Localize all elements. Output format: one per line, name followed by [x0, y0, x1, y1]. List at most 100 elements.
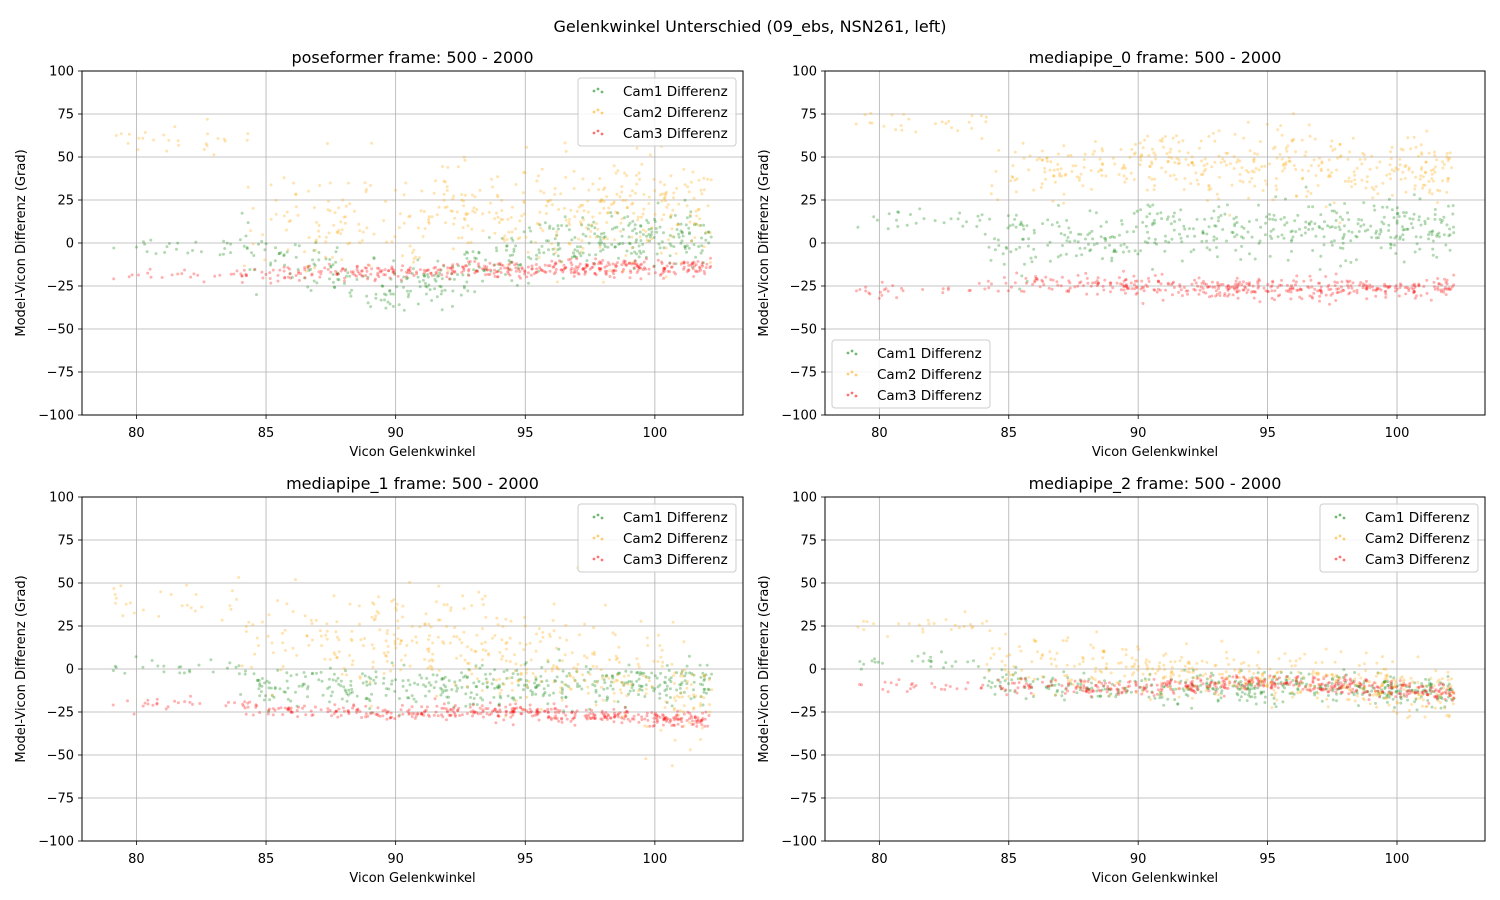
legend-marker-dot [600, 111, 604, 115]
data-point [650, 711, 654, 715]
data-point [1401, 148, 1405, 152]
data-point [676, 722, 680, 726]
data-point [493, 668, 497, 672]
data-point [1109, 692, 1113, 696]
data-point [1009, 250, 1013, 254]
data-point [402, 221, 406, 225]
data-point [480, 642, 484, 646]
data-point [947, 119, 951, 123]
data-point [501, 654, 505, 658]
data-point [1056, 255, 1060, 259]
data-point [453, 626, 457, 630]
data-point [478, 706, 482, 710]
data-point [1141, 688, 1145, 692]
data-point [647, 676, 651, 680]
data-point [1430, 177, 1434, 181]
data-point [242, 704, 246, 708]
data-point [552, 664, 556, 668]
data-point [1388, 285, 1391, 289]
data-point [431, 659, 435, 663]
data-point [697, 207, 701, 211]
data-point [350, 629, 354, 633]
data-point [1168, 150, 1172, 154]
data-point [1207, 185, 1211, 189]
data-point [413, 716, 417, 720]
data-point [434, 680, 438, 684]
data-point [206, 132, 210, 136]
data-point [372, 602, 376, 606]
data-point [1080, 253, 1084, 257]
data-point [395, 602, 399, 606]
data-point [369, 272, 373, 276]
data-point [618, 688, 622, 692]
data-point [639, 671, 642, 674]
data-point [1122, 242, 1126, 246]
data-point [1413, 681, 1417, 685]
data-point [560, 689, 564, 692]
data-point [1282, 162, 1286, 166]
data-point [635, 146, 639, 150]
data-point [285, 679, 289, 683]
data-point [950, 664, 954, 668]
data-point [1187, 667, 1191, 671]
data-point [1153, 184, 1157, 188]
data-point [635, 262, 639, 266]
data-point [686, 710, 690, 714]
data-point [1427, 678, 1431, 682]
data-point [1288, 692, 1292, 695]
data-point [1216, 699, 1220, 703]
data-point [1247, 693, 1250, 697]
data-point [472, 710, 476, 714]
data-point [419, 209, 423, 213]
data-point [946, 288, 950, 292]
data-point [1390, 687, 1394, 691]
data-point [443, 288, 447, 292]
data-point [1430, 705, 1434, 709]
data-point [1259, 677, 1263, 681]
series-3-points [855, 269, 1456, 306]
data-point [495, 616, 499, 620]
data-point [1290, 284, 1293, 287]
data-point [1010, 678, 1014, 682]
data-point [1335, 692, 1339, 696]
data-point [1191, 670, 1195, 674]
data-point [1439, 695, 1443, 699]
data-point [1439, 288, 1443, 292]
data-point [1319, 285, 1323, 289]
data-point [985, 619, 989, 623]
data-point [189, 694, 192, 698]
data-point [1411, 680, 1415, 684]
y-tick-label: 0 [809, 237, 817, 252]
data-point [665, 701, 669, 704]
data-point [1163, 135, 1167, 138]
data-point [1226, 284, 1230, 288]
data-point [407, 268, 410, 272]
data-point [460, 685, 464, 689]
data-point [439, 268, 443, 272]
data-point [700, 726, 704, 730]
data-point [618, 195, 622, 199]
data-point [460, 271, 464, 274]
data-point [538, 710, 541, 714]
data-point [1391, 697, 1395, 701]
data-point [343, 688, 347, 692]
data-point [334, 250, 338, 254]
data-point [1326, 224, 1330, 228]
data-point [1365, 279, 1368, 283]
data-point [1323, 220, 1326, 224]
data-point [1258, 279, 1262, 283]
data-point [295, 709, 299, 712]
data-point [510, 230, 514, 234]
data-point [631, 683, 635, 686]
data-point [1065, 219, 1069, 222]
data-point [1018, 223, 1022, 227]
data-point [445, 695, 449, 699]
data-point [1329, 293, 1333, 297]
data-point [690, 716, 694, 720]
data-point [944, 122, 948, 125]
data-point [341, 706, 345, 710]
data-point [1205, 681, 1209, 685]
data-point [592, 716, 596, 720]
data-point [555, 233, 559, 237]
data-point [1102, 684, 1106, 688]
